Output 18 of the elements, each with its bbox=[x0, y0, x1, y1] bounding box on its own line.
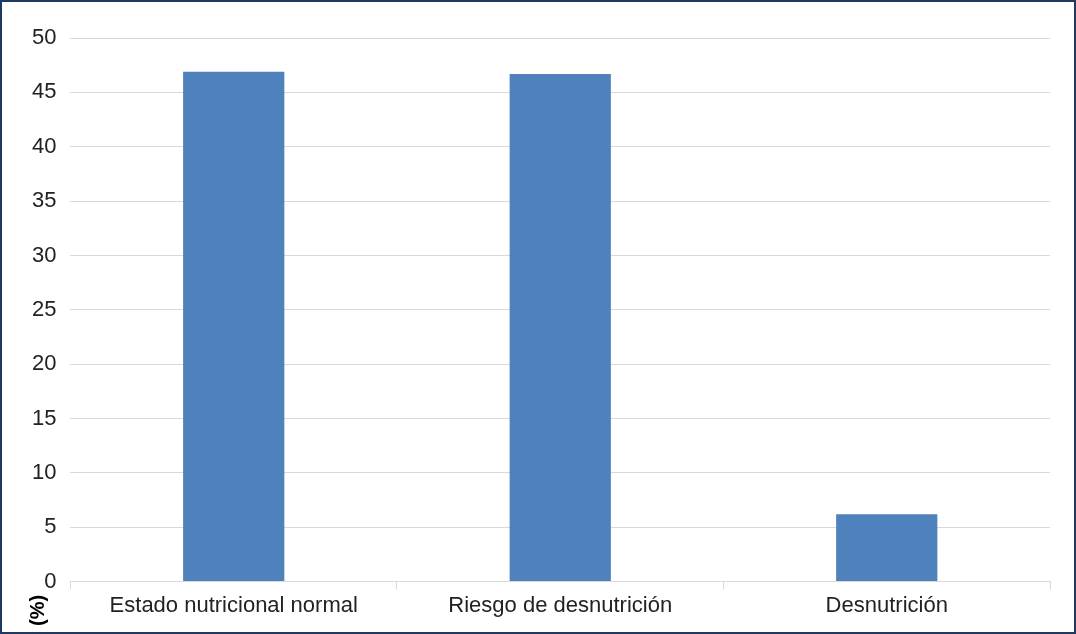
x-tick-label: Riesgo de desnutrición bbox=[448, 591, 673, 617]
bar bbox=[836, 514, 938, 582]
y-tick-label: 40 bbox=[31, 132, 57, 158]
bar bbox=[509, 73, 611, 582]
y-tick-label: 35 bbox=[31, 187, 57, 213]
y-tick-label: 5 bbox=[44, 513, 57, 539]
y-tick-label: 45 bbox=[31, 78, 57, 104]
y-axis-title: (%) bbox=[26, 594, 49, 626]
y-tick-label: 25 bbox=[31, 295, 57, 321]
y-tick-label: 15 bbox=[31, 404, 57, 430]
x-tick-label: Estado nutricional normal bbox=[109, 591, 358, 617]
x-tick-label: Desnutrición bbox=[825, 591, 948, 617]
y-tick-label: 30 bbox=[31, 241, 57, 267]
y-tick-label: 0 bbox=[44, 567, 57, 593]
y-tick-label: 50 bbox=[31, 24, 57, 50]
y-tick-label: 10 bbox=[31, 458, 57, 484]
y-tick-label: 20 bbox=[31, 350, 57, 376]
bar bbox=[183, 71, 285, 582]
